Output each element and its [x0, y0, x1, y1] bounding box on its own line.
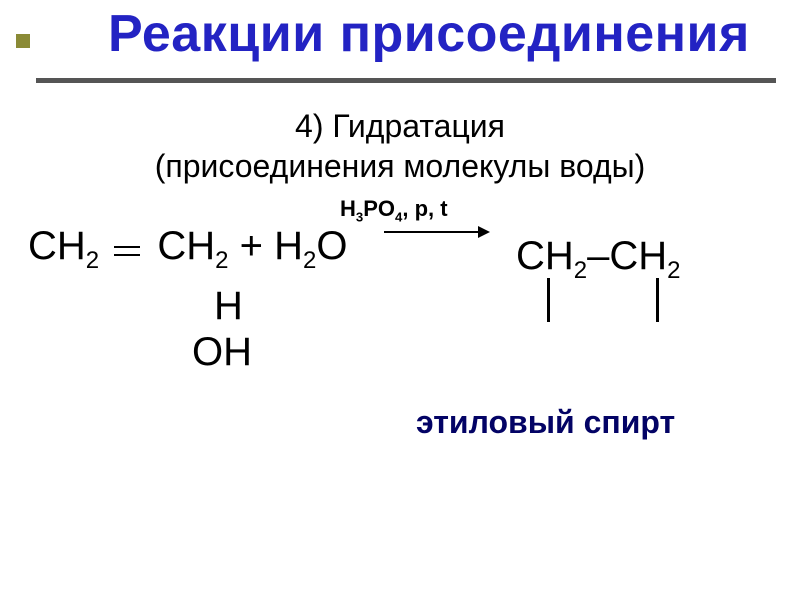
product-bond-left — [547, 278, 550, 322]
reactant-ch-b: CH — [157, 224, 215, 268]
fragment-oh: OH — [192, 330, 252, 375]
title-bullet — [16, 34, 30, 48]
fragment-h: H — [214, 284, 243, 329]
reactant-sub-c: 2 — [303, 247, 316, 274]
subtitle-line-2: (присоединения молекулы воды) — [0, 148, 800, 185]
product-sub-a: 2 — [574, 257, 587, 284]
reaction-arrow-icon — [382, 214, 492, 255]
reactant-sub-a: 2 — [86, 247, 99, 274]
product-label: этиловый спирт — [416, 404, 675, 441]
equation-left: CH2 CH2 + H2O — [28, 224, 348, 275]
product-ch-b: CH — [609, 234, 667, 278]
reactant-plus: + H — [229, 224, 303, 268]
reactant-o: O — [316, 224, 347, 268]
cond-prefix: H — [340, 196, 356, 221]
subtitle-line-1: 4) Гидратация — [0, 108, 800, 145]
product-dash: – — [587, 234, 609, 278]
reactant-ch-a: CH — [28, 224, 86, 268]
product-sub-b: 2 — [667, 257, 680, 284]
slide-title: Реакции присоединения — [108, 4, 750, 64]
title-rule — [36, 78, 776, 83]
reactant-sub-b: 2 — [215, 247, 228, 274]
product-bond-right — [656, 278, 659, 322]
double-bond-icon — [114, 224, 140, 269]
product-ch-a: CH — [516, 234, 574, 278]
